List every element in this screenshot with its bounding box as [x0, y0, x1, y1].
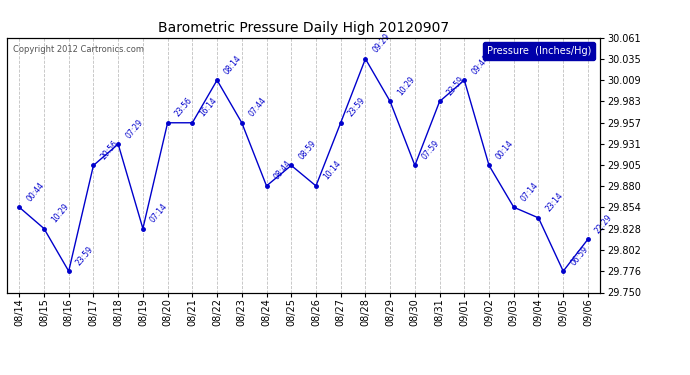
Text: 07:44: 07:44 [247, 96, 268, 118]
Text: 23:59: 23:59 [346, 96, 367, 118]
Text: 07:59: 07:59 [420, 139, 442, 161]
Text: 23:59: 23:59 [445, 75, 466, 97]
Text: 08:44: 08:44 [272, 159, 293, 182]
Text: 23:56: 23:56 [173, 96, 194, 118]
Text: 10:14: 10:14 [322, 159, 342, 182]
Text: Copyright 2012 Cartronics.com: Copyright 2012 Cartronics.com [13, 45, 144, 54]
Title: Barometric Pressure Daily High 20120907: Barometric Pressure Daily High 20120907 [158, 21, 449, 35]
Text: 08:14: 08:14 [223, 54, 244, 76]
Text: 06:59: 06:59 [569, 244, 590, 267]
Text: 23:59: 23:59 [75, 244, 95, 267]
Text: 07:14: 07:14 [148, 202, 170, 224]
Text: 00:14: 00:14 [495, 139, 515, 161]
Text: 16:14: 16:14 [198, 96, 219, 118]
Text: 10:29: 10:29 [395, 75, 417, 97]
Legend: Pressure  (Inches/Hg): Pressure (Inches/Hg) [483, 42, 595, 60]
Text: 10:29: 10:29 [50, 202, 70, 224]
Text: 07:29: 07:29 [124, 117, 145, 140]
Text: 09:44: 09:44 [470, 53, 491, 76]
Text: 07:14: 07:14 [520, 180, 540, 203]
Text: 22:29: 22:29 [593, 213, 614, 235]
Text: 08:59: 08:59 [297, 139, 318, 161]
Text: 23:14: 23:14 [544, 191, 565, 214]
Text: 00:44: 00:44 [25, 180, 46, 203]
Text: 20:56: 20:56 [99, 139, 120, 161]
Text: 09:29: 09:29 [371, 32, 392, 55]
